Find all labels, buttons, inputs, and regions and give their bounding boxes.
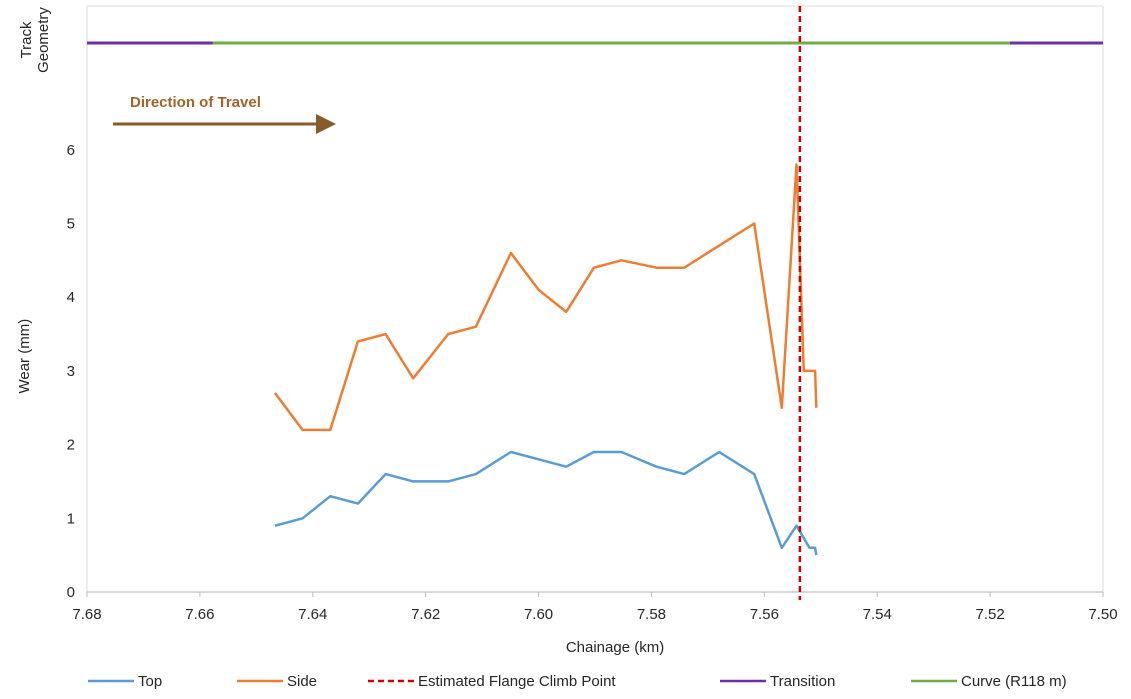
direction-arrow-head [316, 114, 336, 134]
legend-label-transition: Transition [770, 673, 835, 690]
y-tick-label: 6 [67, 142, 75, 159]
legend-label-side: Side [287, 673, 317, 690]
x-tick-label: 7.58 [637, 606, 666, 623]
y-tick-label: 4 [67, 289, 75, 306]
series-line-side [273, 163, 818, 432]
x-tick-label: 7.62 [411, 606, 440, 623]
legend-label-estimated-flange-climb-point: Estimated Flange Climb Point [418, 673, 616, 690]
x-tick-label: 7.60 [524, 606, 553, 623]
y-tick-label: 0 [67, 584, 75, 601]
x-axis-title: Chainage (km) [566, 639, 664, 656]
y-axis-title: Wear (mm) [16, 319, 33, 394]
track-geometry-label-line2: Geometry [35, 7, 52, 73]
x-tick-label: 7.56 [750, 606, 779, 623]
x-tick-label: 7.68 [72, 606, 101, 623]
direction-of-travel-label: Direction of Travel [130, 94, 261, 111]
legend-label-curve-r118-m-: Curve (R118 m) [961, 673, 1067, 690]
x-tick-label: 7.66 [185, 606, 214, 623]
x-tick-label: 7.50 [1088, 606, 1117, 623]
y-tick-label: 5 [67, 216, 75, 233]
x-tick-label: 7.52 [976, 606, 1005, 623]
series-line-top [274, 450, 818, 556]
y-tick-label: 1 [67, 510, 75, 527]
legend-label-top: Top [138, 673, 162, 690]
y-tick-label: 3 [67, 363, 75, 380]
track-geometry-label-line1: Track [18, 21, 35, 58]
y-tick-label: 2 [67, 437, 75, 454]
x-tick-label: 7.54 [863, 606, 892, 623]
x-tick-label: 7.64 [298, 606, 327, 623]
